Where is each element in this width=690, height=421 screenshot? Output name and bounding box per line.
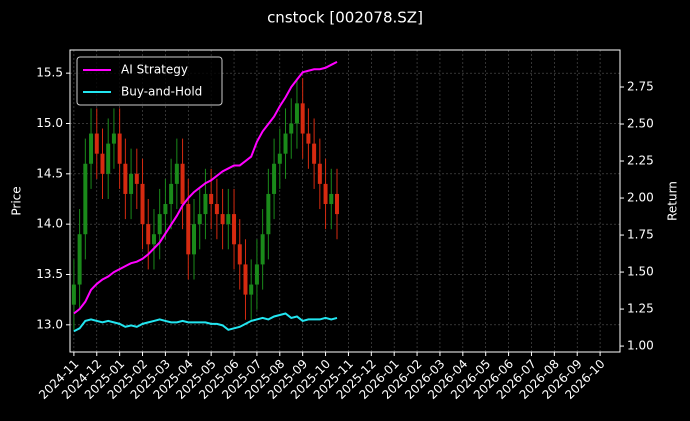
candle-body	[209, 193, 214, 205]
candle-body	[134, 173, 139, 184]
return-line	[73, 312, 338, 333]
y2-tick-label: 1.75	[627, 228, 654, 242]
y2-tick-label: 2.00	[627, 191, 654, 205]
y-tick-label: 14.5	[36, 166, 63, 180]
candle-body	[306, 133, 311, 144]
candle-body	[106, 143, 111, 174]
y2-tick-label: 1.25	[627, 302, 654, 316]
candle-body	[260, 234, 265, 265]
y-axis-label: Price	[10, 186, 24, 215]
candle-body	[203, 193, 208, 215]
candle-body	[312, 143, 317, 164]
candle-body	[232, 214, 237, 245]
candle-body	[237, 244, 242, 265]
y-tick-label: 15.5	[36, 66, 63, 80]
candle-body	[117, 133, 122, 164]
candle-body	[214, 204, 219, 215]
candle-body	[197, 214, 202, 225]
candle-body	[94, 133, 99, 154]
candle-body	[317, 163, 322, 184]
candle-body	[180, 163, 185, 205]
candle-body	[89, 133, 94, 164]
candle-body	[272, 163, 277, 194]
candle-body	[226, 214, 231, 225]
candle-body	[169, 183, 174, 205]
candle-body	[111, 133, 116, 144]
candle-body	[83, 163, 88, 235]
legend: AI Strategy Buy-and-Hold	[76, 56, 223, 106]
y-tick-label: 14.0	[36, 217, 63, 231]
y2-tick-label: 1.00	[627, 339, 654, 353]
candle-body	[157, 214, 162, 235]
y2-tick-label: 2.25	[627, 154, 654, 168]
y-tick-label: 13.5	[36, 267, 63, 281]
y-tick-label: 15.0	[36, 116, 63, 130]
candle-body	[163, 204, 168, 215]
candle-body	[266, 193, 271, 235]
chart-title: cnstock [002078.SZ]	[267, 9, 423, 27]
plot-frame	[69, 49, 621, 353]
candle-body	[77, 234, 82, 285]
candle-body	[243, 264, 248, 295]
candle-body	[220, 214, 225, 225]
candle-body	[254, 264, 259, 285]
candle-body	[249, 284, 254, 295]
candle-body	[294, 103, 299, 124]
candle-body	[71, 284, 76, 305]
y2-tick-label: 2.75	[627, 80, 654, 94]
return-line	[73, 60, 338, 315]
y2-axis-label: Return	[666, 181, 680, 221]
candle-body	[192, 224, 197, 255]
y-tick-label: 13.0	[36, 317, 63, 331]
candle-body	[323, 183, 328, 205]
legend-label: AI Strategy	[121, 63, 188, 77]
legend-label: Buy-and-Hold	[121, 85, 202, 99]
candle-body	[300, 103, 305, 134]
candle-body	[129, 173, 134, 194]
candle-body	[146, 224, 151, 245]
candle-body	[334, 193, 339, 215]
candle-body	[174, 163, 179, 184]
legend-box	[76, 56, 223, 106]
candle-body	[283, 133, 288, 154]
candle-body	[151, 234, 156, 245]
y2-tick-label: 1.50	[627, 265, 654, 279]
y2-tick-label: 2.50	[627, 117, 654, 131]
candle-body	[140, 183, 145, 225]
candle-body	[186, 204, 191, 255]
candle-body	[100, 153, 105, 174]
candle-body	[289, 123, 294, 134]
candle-body	[277, 153, 282, 164]
candle-body	[123, 163, 128, 194]
candle-body	[329, 193, 334, 205]
